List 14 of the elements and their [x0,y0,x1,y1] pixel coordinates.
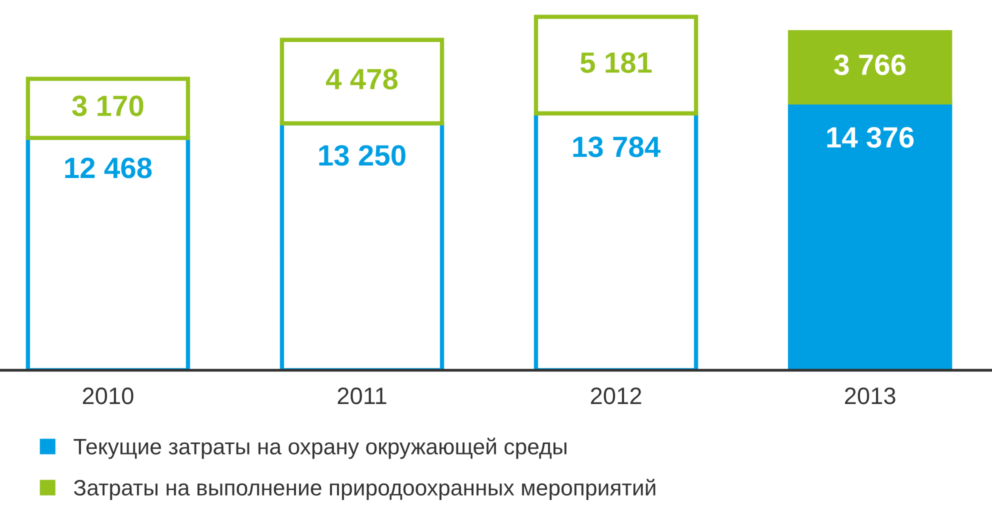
data-label: 5 181 [580,52,652,73]
data-label: 12 468 [65,158,152,178]
data-label: 14 376 [827,127,914,148]
legend-label: Текущие затраты на охрану окружающей среды [74,438,566,459]
data-label: 4 478 [326,68,398,90]
legend-label: Затраты на выполнение природоохранных мероприятий [74,478,656,500]
x-tick-label: 2010 [82,388,134,404]
data-label: 3 766 [834,54,906,76]
x-tick-label: 2013 [844,388,896,404]
x-tick-label: 2011 [338,388,386,404]
data-label: 3 170 [72,96,144,116]
x-tick-label: 2012 [590,388,642,404]
data-label: 13 250 [319,145,406,166]
data-label: 13 784 [573,136,660,158]
